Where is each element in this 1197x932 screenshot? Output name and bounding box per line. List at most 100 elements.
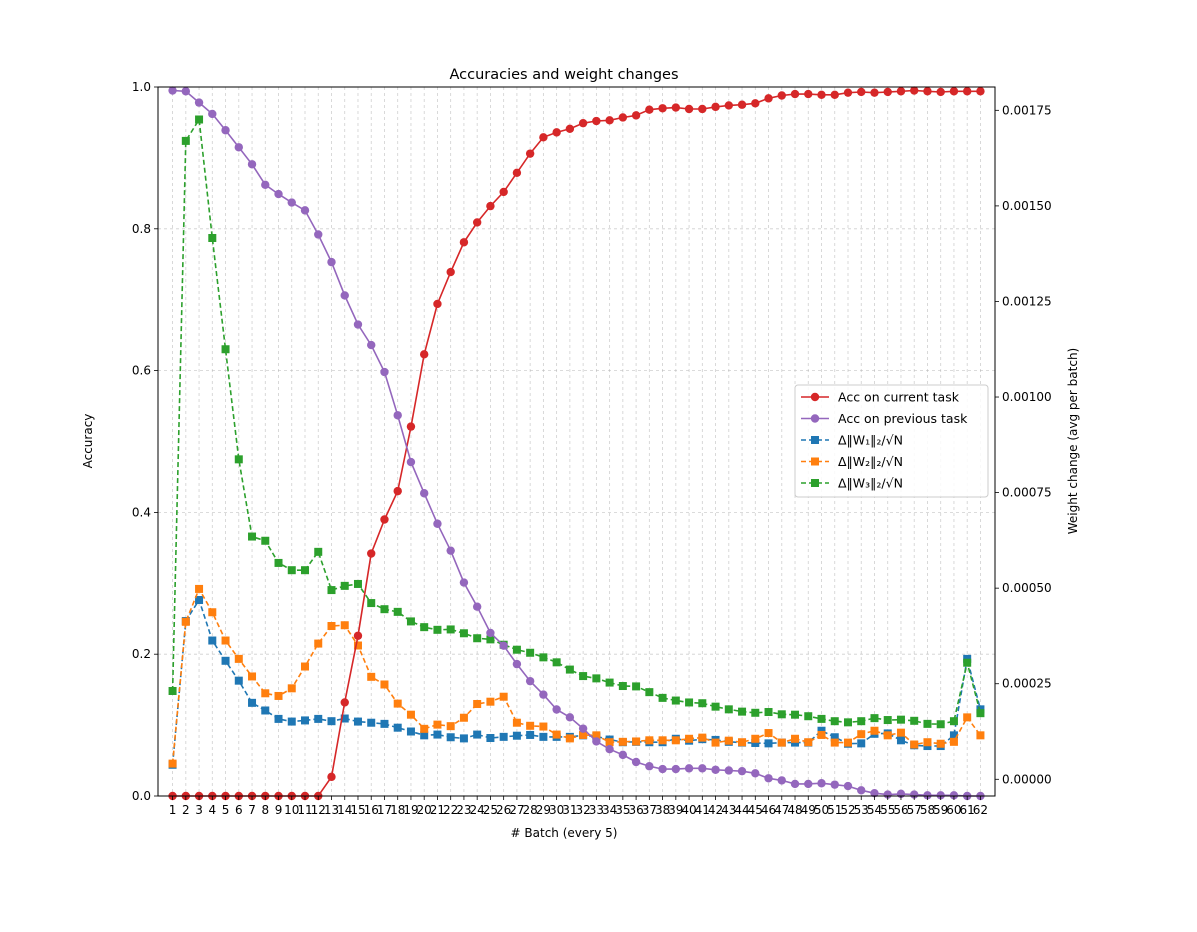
data-point <box>910 716 919 725</box>
data-point <box>684 104 694 114</box>
x-tick-label: 3 <box>195 803 203 817</box>
data-point <box>870 788 879 798</box>
data-point <box>883 87 892 97</box>
data-point <box>843 738 852 747</box>
data-point <box>459 238 469 247</box>
data-point <box>208 608 217 617</box>
x-tick-label: 37 <box>642 803 657 817</box>
data-point <box>817 730 826 739</box>
legend-label: Δ‖W₂‖₂/√N <box>838 454 903 469</box>
data-point <box>367 672 376 681</box>
x-tick-label: 35 <box>615 803 630 817</box>
axis-ticks: 1 2 3 4 5 6 7 8 9 1011121314151617181920212223242… <box>132 80 1052 817</box>
data-point <box>737 766 747 776</box>
y2-tick-label: 0.00175 <box>1002 103 1052 117</box>
data-point <box>857 730 866 739</box>
x-tick-label: 34 <box>602 803 617 817</box>
x-tick-label: 12 <box>311 803 326 817</box>
x-tick-label: 33 <box>589 803 604 817</box>
data-point <box>777 738 786 747</box>
data-point <box>817 779 826 788</box>
x-tick-label: 16 <box>364 803 379 817</box>
data-point <box>314 714 323 723</box>
x-tick-label: 30 <box>549 803 564 817</box>
data-point <box>367 549 376 558</box>
data-point <box>327 622 336 631</box>
data-point <box>314 230 323 239</box>
data-point <box>221 345 230 354</box>
data-point <box>658 736 667 745</box>
x-tick-label: 47 <box>774 803 789 817</box>
data-point <box>817 714 826 723</box>
x-tick-label: 56 <box>893 803 908 817</box>
data-point <box>565 734 574 743</box>
data-point <box>486 734 495 743</box>
legend-item: Acc on previous task <box>801 411 968 426</box>
data-point <box>857 87 866 97</box>
y-tick-label: 0.8 <box>132 222 151 236</box>
data-point <box>883 790 892 799</box>
data-point <box>777 91 786 100</box>
data-point <box>539 732 548 741</box>
x-tick-label: 6 <box>235 803 243 817</box>
legend-label: Δ‖W₃‖₂/√N <box>838 476 903 491</box>
data-point <box>512 718 521 727</box>
data-point <box>618 750 628 760</box>
x-tick-label: 49 <box>801 803 816 817</box>
data-point <box>340 714 349 723</box>
data-point <box>459 578 469 587</box>
data-point <box>817 726 826 735</box>
data-point <box>208 636 217 645</box>
x-tick-label: 39 <box>668 803 683 817</box>
y2-axis-label: Weight change (avg per batch) <box>1066 348 1080 534</box>
data-point <box>579 672 588 681</box>
data-point <box>301 566 310 575</box>
data-point <box>738 738 747 747</box>
data-point <box>406 727 415 736</box>
data-point <box>261 689 270 698</box>
data-point <box>896 728 905 737</box>
data-point <box>248 532 257 541</box>
data-point <box>671 696 680 705</box>
data-point <box>340 621 349 630</box>
data-point <box>552 705 561 714</box>
x-tick-label: 43 <box>721 803 736 817</box>
series-4 <box>168 584 985 768</box>
data-point <box>910 740 919 749</box>
x-tick-label: 61 <box>960 803 975 817</box>
data-point <box>406 710 415 719</box>
data-point <box>830 90 839 99</box>
data-point <box>632 682 641 691</box>
x-tick-label: 41 <box>695 803 710 817</box>
data-point <box>301 716 310 725</box>
y-axis-label: Accuracy <box>81 414 95 469</box>
y2-tick-label: 0.00150 <box>1002 199 1052 213</box>
data-point <box>949 87 959 96</box>
data-point <box>168 686 177 695</box>
legend-marker <box>811 479 819 487</box>
data-point <box>896 87 906 96</box>
data-point <box>446 267 455 277</box>
data-point <box>221 636 230 645</box>
data-point <box>195 596 204 605</box>
data-point <box>499 732 508 741</box>
x-tick-label: 7 <box>248 803 256 817</box>
data-point <box>963 713 972 722</box>
data-point <box>857 717 866 726</box>
data-point <box>526 721 535 730</box>
data-point <box>380 719 389 728</box>
data-point <box>843 718 852 727</box>
y2-tick-label: 0.00075 <box>1002 486 1052 500</box>
data-point <box>804 89 813 99</box>
data-point <box>843 88 853 97</box>
series-2 <box>168 86 985 801</box>
data-point <box>804 738 813 747</box>
data-point <box>631 757 641 767</box>
data-point <box>420 623 429 632</box>
legend-item: Acc on current task <box>801 390 960 405</box>
data-point <box>526 648 535 657</box>
chart-title: Accuracies and weight changes <box>449 67 678 83</box>
data-point <box>419 350 429 359</box>
x-tick-label: 15 <box>350 803 365 817</box>
